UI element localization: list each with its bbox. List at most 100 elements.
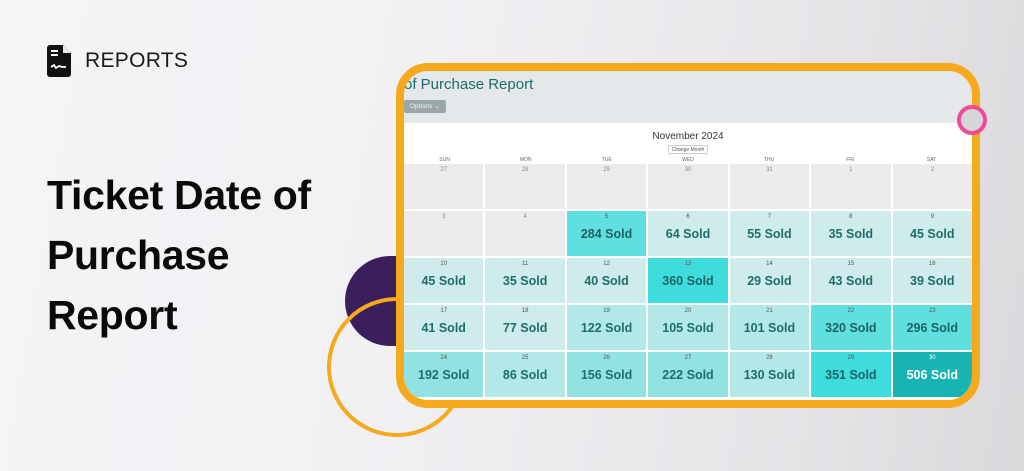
day-number: 28 xyxy=(521,167,529,173)
brand-label: REPORTS xyxy=(85,49,189,72)
options-dropdown-button[interactable]: Options ⌄ xyxy=(404,100,446,113)
weekday-label: WED xyxy=(682,157,694,163)
calendar-day-cell[interactable]: 18 77 Sold xyxy=(485,305,565,350)
day-number: 25 xyxy=(521,355,529,361)
calendar-day-cell[interactable]: 11 35 Sold xyxy=(485,258,565,303)
calendar-day-cell[interactable]: 24 192 Sold xyxy=(404,352,484,397)
calendar-day-cell[interactable]: 28 xyxy=(485,164,565,209)
day-number: 22 xyxy=(847,308,855,314)
calendar-day-cell[interactable]: 6 64 Sold xyxy=(648,211,728,256)
calendar-day-cell[interactable]: 16 39 Sold xyxy=(892,258,972,303)
tickets-sold-count: 130 Sold xyxy=(743,368,796,382)
tickets-sold-count: 77 Sold xyxy=(502,321,548,335)
tickets-sold-count: 351 Sold xyxy=(825,368,877,382)
day-number: 2 xyxy=(930,167,934,173)
weekday-label: SAT xyxy=(926,157,937,163)
tickets-sold-count: 35 Sold xyxy=(502,274,548,288)
day-number: 4 xyxy=(523,214,527,220)
calendar-month-label: November 2024 xyxy=(652,131,724,142)
day-number: 27 xyxy=(440,167,448,173)
calendar-day-cell[interactable]: 23 296 Sold xyxy=(892,305,972,350)
calendar: November 2024 Change Month SUN MON TUE WED T… xyxy=(404,123,972,400)
day-number: 21 xyxy=(766,308,773,314)
decorative-pink-ring xyxy=(957,105,987,135)
calendar-day-cell[interactable]: 20 105 Sold xyxy=(648,305,728,350)
calendar-day-cell[interactable]: 17 41 Sold xyxy=(404,305,484,350)
day-number: 16 xyxy=(928,261,936,267)
calendar-day-cell[interactable]: 19 122 Sold xyxy=(566,305,647,350)
calendar-grid: 27 28 29 30 31 1 2 3 4 5 284 Sold 6 64 Sold 7 55 Sold 8… xyxy=(404,164,972,397)
day-number: 5 xyxy=(604,214,609,220)
tickets-sold-count: 40 Sold xyxy=(584,274,629,288)
weekday-header-row: SUN MON TUE WED THU FRI SAT xyxy=(404,156,972,164)
calendar-day-cell[interactable]: 30 xyxy=(648,164,728,209)
day-number: 23 xyxy=(928,308,936,314)
day-number: 15 xyxy=(847,261,855,267)
weekday-label: TUE xyxy=(601,157,612,163)
calendar-day-cell[interactable]: 26 156 Sold xyxy=(566,352,647,397)
calendar-day-cell[interactable]: 30 506 Sold xyxy=(892,352,972,397)
day-number: 1 xyxy=(849,167,853,173)
day-number: 19 xyxy=(603,308,610,314)
calendar-day-cell[interactable]: 7 55 Sold xyxy=(729,211,810,256)
tickets-sold-count: 86 Sold xyxy=(502,368,548,382)
calendar-day-cell[interactable]: 22 320 Sold xyxy=(811,305,891,350)
day-number: 12 xyxy=(603,261,610,267)
calendar-day-cell[interactable]: 8 35 Sold xyxy=(811,211,891,256)
day-number: 17 xyxy=(440,308,448,314)
day-number: 11 xyxy=(522,261,529,267)
tickets-sold-count: 45 Sold xyxy=(421,274,466,288)
weekday-label: MON xyxy=(519,157,532,163)
calendar-day-cell[interactable]: 29 xyxy=(566,164,647,209)
day-number: 31 xyxy=(766,167,773,173)
calendar-day-cell[interactable]: 25 86 Sold xyxy=(485,352,565,397)
day-number: 24 xyxy=(440,355,448,361)
calendar-day-cell[interactable]: 21 101 Sold xyxy=(729,305,810,350)
calendar-day-cell[interactable]: 31 xyxy=(729,164,810,209)
tickets-sold-count: 156 Sold xyxy=(580,368,633,382)
weekday-label: THU xyxy=(763,157,775,163)
calendar-day-cell[interactable]: 5 284 Sold xyxy=(566,211,647,256)
tickets-sold-count: 360 Sold xyxy=(662,274,714,288)
calendar-day-cell[interactable]: 13 360 Sold xyxy=(648,258,728,303)
tickets-sold-count: 45 Sold xyxy=(910,227,955,241)
calendar-day-cell[interactable]: 10 45 Sold xyxy=(404,258,484,303)
day-number: 14 xyxy=(766,261,773,267)
tickets-sold-count: 39 Sold xyxy=(910,274,955,288)
calendar-day-cell[interactable]: 3 xyxy=(404,211,484,256)
day-number: 10 xyxy=(440,261,448,267)
calendar-day-cell[interactable]: 14 29 Sold xyxy=(729,258,810,303)
day-number: 13 xyxy=(684,261,692,267)
tickets-sold-count: 43 Sold xyxy=(828,274,874,288)
tickets-sold-count: 105 Sold xyxy=(662,321,714,335)
weekday-label: SUN xyxy=(439,157,450,163)
calendar-day-cell[interactable]: 9 45 Sold xyxy=(892,211,972,256)
day-number: 9 xyxy=(930,214,934,220)
day-number: 30 xyxy=(928,355,936,361)
tickets-sold-count: 192 Sold xyxy=(418,368,470,382)
calendar-day-cell[interactable]: 15 43 Sold xyxy=(811,258,891,303)
change-month-button[interactable]: Change Month xyxy=(667,145,709,154)
tickets-sold-count: 296 Sold xyxy=(906,321,958,335)
brand: REPORTS xyxy=(47,45,188,77)
calendar-day-cell[interactable]: 29 351 Sold xyxy=(811,352,891,397)
calendar-day-cell[interactable]: 28 130 Sold xyxy=(729,352,810,397)
calendar-day-cell[interactable]: 4 xyxy=(485,211,565,256)
report-title: of Purchase Report xyxy=(404,76,534,93)
tickets-sold-count: 29 Sold xyxy=(747,274,792,288)
calendar-day-cell[interactable]: 2 xyxy=(892,164,972,209)
headline-line: Ticket Date of xyxy=(47,172,311,218)
calendar-day-cell[interactable]: 27 xyxy=(404,164,484,209)
report-document-icon xyxy=(47,45,71,77)
day-number: 30 xyxy=(684,167,692,173)
tickets-sold-count: 222 Sold xyxy=(662,368,714,382)
calendar-day-cell[interactable]: 27 222 Sold xyxy=(648,352,728,397)
day-number: 27 xyxy=(684,355,692,361)
tickets-sold-count: 506 Sold xyxy=(906,368,958,382)
app-screenshot-frame: of Purchase Report Options ⌄ November 20… xyxy=(396,63,980,408)
calendar-day-cell[interactable]: 12 40 Sold xyxy=(566,258,647,303)
day-number: 3 xyxy=(442,214,446,220)
app-header: of Purchase Report Options ⌄ xyxy=(404,71,972,121)
day-number: 6 xyxy=(686,214,690,220)
calendar-day-cell[interactable]: 1 xyxy=(811,164,891,209)
